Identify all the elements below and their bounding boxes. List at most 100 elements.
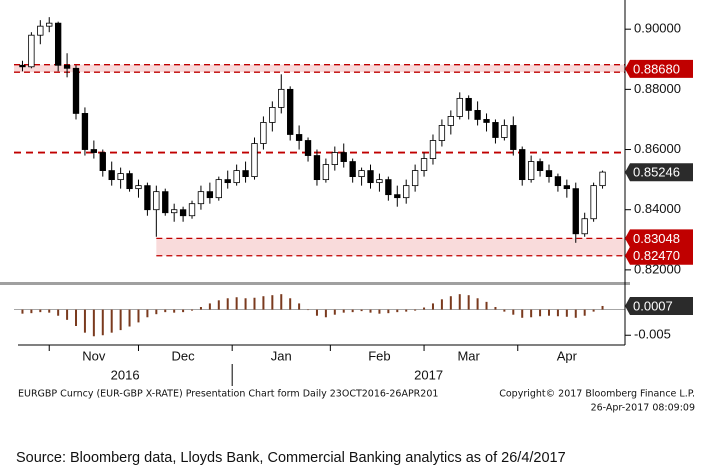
bar	[565, 309, 568, 317]
x-tick-label: Mar	[457, 348, 480, 363]
value-tag-label: 0.88680	[633, 61, 680, 76]
y-tick-label: 0.84000	[634, 201, 681, 216]
bar	[30, 309, 33, 314]
value-tag-box	[625, 229, 693, 248]
candle-body	[322, 164, 330, 181]
x-tick-label: Apr	[557, 348, 578, 363]
value-tag-label: 0.85246	[633, 165, 680, 180]
footer-left: EURGBP Curncy (EUR-GBP X-RATE) Presentat…	[18, 389, 438, 400]
panel-separator	[0, 282, 630, 285]
candle-body	[197, 191, 205, 205]
value-tag-label: 0.0007	[633, 298, 673, 313]
candle-body	[545, 170, 553, 178]
candle-body	[269, 107, 276, 123]
candle-body	[46, 22, 53, 27]
bar	[253, 297, 256, 310]
bar	[128, 309, 131, 327]
bar	[503, 309, 506, 312]
candle-body	[99, 152, 106, 171]
footer-timestamp: 26-Apr-2017 08:09:09	[591, 403, 695, 414]
bar	[280, 294, 283, 310]
candle-body	[117, 173, 124, 181]
candle-body	[536, 161, 544, 171]
candle-body	[313, 155, 321, 181]
bar	[217, 300, 220, 310]
bar	[530, 309, 533, 318]
bar	[458, 294, 461, 310]
candle-body	[492, 122, 499, 138]
bar	[66, 309, 69, 320]
candle-body	[447, 116, 454, 126]
candle-body	[483, 119, 490, 123]
candle-body	[72, 67, 80, 114]
bar	[494, 307, 497, 310]
candle-body	[456, 97, 463, 117]
candle-body	[54, 22, 62, 66]
bar	[191, 309, 194, 311]
bar	[324, 309, 327, 318]
candle-body	[37, 25, 44, 36]
bar	[574, 309, 577, 318]
bar	[155, 309, 158, 315]
bar	[137, 309, 140, 323]
bar	[182, 309, 185, 313]
candle-body	[501, 125, 508, 138]
candle-body	[90, 149, 98, 153]
y-tick-label: 0.82000	[634, 261, 681, 276]
bar	[164, 309, 167, 313]
candle-body	[385, 179, 392, 196]
candle-body	[242, 170, 249, 178]
candle-body	[420, 158, 428, 171]
candle-body	[206, 191, 214, 199]
candle-body	[554, 176, 562, 187]
value-tag-label: 0.83048	[633, 231, 680, 246]
footer-copyright: Copyright© 2017 Bloomberg Finance L.P.	[499, 389, 695, 400]
bar	[467, 295, 470, 310]
candle-body	[599, 171, 606, 187]
bar	[387, 309, 390, 314]
bar	[289, 298, 292, 310]
bar	[369, 309, 372, 313]
bar	[307, 309, 310, 311]
x-tick-label: Jan	[271, 348, 292, 363]
candle-body	[278, 88, 285, 108]
candle-body	[144, 185, 151, 211]
candle-body	[438, 125, 446, 141]
bar	[351, 309, 354, 313]
bar	[235, 297, 238, 310]
bar	[342, 309, 345, 313]
candle-body	[474, 110, 481, 120]
bar	[440, 299, 443, 310]
bar	[539, 309, 542, 317]
bar	[226, 298, 229, 310]
y-tick-label: 0.88000	[634, 81, 681, 96]
candle-body	[519, 149, 526, 181]
candle-body	[510, 125, 517, 150]
candle-body	[171, 209, 178, 214]
candle-body	[376, 179, 383, 184]
value-tag-box	[625, 246, 693, 265]
x-tick-label: Dec	[172, 348, 196, 363]
candle-body	[224, 179, 231, 184]
candle-body	[135, 185, 142, 190]
year-label: 2016	[111, 367, 140, 382]
candle-body	[429, 140, 437, 159]
y-tick-label: 0.90000	[634, 21, 681, 36]
value-tag-box	[625, 163, 693, 182]
candle-body	[153, 191, 160, 211]
bar	[431, 303, 434, 310]
bar	[119, 309, 122, 331]
candle-body	[28, 34, 35, 68]
candle-body	[295, 134, 303, 141]
candle-body	[179, 209, 187, 217]
candle-body	[411, 170, 419, 187]
bar	[405, 309, 408, 312]
candle-body	[81, 113, 89, 150]
bar	[244, 298, 247, 310]
bar	[396, 309, 399, 313]
y-tick-label: 0.86000	[634, 141, 681, 156]
candle-body	[304, 140, 312, 156]
candle-body	[590, 185, 597, 220]
bar	[39, 309, 42, 313]
x-tick-label: Nov	[82, 348, 106, 363]
